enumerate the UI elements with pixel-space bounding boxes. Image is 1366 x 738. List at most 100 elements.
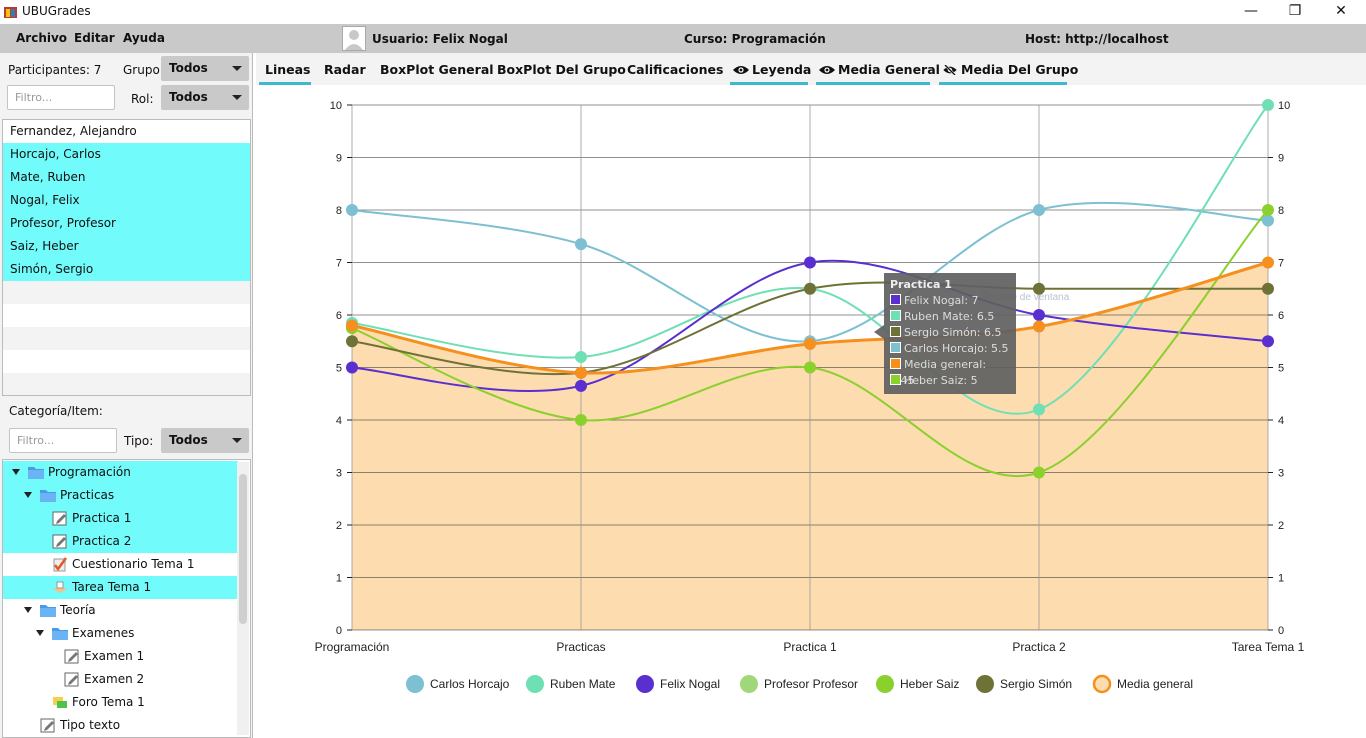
toggle-media-grupo-label: Media Del Grupo	[961, 62, 1079, 77]
tooltip-swatch	[890, 326, 901, 337]
tooltip-row: Ruben Mate: 6.5	[890, 309, 1010, 325]
expand-icon[interactable]	[12, 469, 20, 475]
chevron-down-icon	[232, 95, 242, 100]
tab-lineas[interactable]: Lineas	[265, 62, 311, 77]
legend-marker	[876, 675, 894, 693]
list-item[interactable]: Simón, Sergio	[3, 258, 250, 281]
y-tick-label-left: 3	[336, 468, 342, 480]
eye-off-icon	[943, 65, 957, 75]
scrollbar-thumb[interactable]	[239, 474, 247, 624]
list-item[interactable]: Mate, Ruben	[3, 166, 250, 189]
tooltip-row-label: Sergio Simón: 6.5	[904, 326, 1002, 339]
data-point	[804, 256, 816, 269]
tree-item-programacion[interactable]: Programación	[3, 461, 238, 484]
category-tree[interactable]: Programación Practicas Practica 1 Practi…	[2, 459, 251, 738]
y-tick-label-left: 2	[336, 520, 342, 532]
window-title: UBUGrades	[22, 4, 91, 18]
minimize-button[interactable]: —	[1244, 3, 1258, 19]
legend-label: Felix Nogal	[660, 677, 720, 691]
expand-icon[interactable]	[24, 492, 32, 498]
toggle-media-grupo[interactable]: Media Del Grupo	[942, 62, 1078, 77]
eye-icon	[819, 66, 835, 74]
assignment-icon	[52, 511, 67, 526]
tree-item-examen-2[interactable]: Examen 2	[3, 668, 238, 691]
list-item[interactable]: Fernandez, Alejandro	[10, 124, 137, 138]
assignment-icon	[64, 649, 79, 664]
tree-item-teoria[interactable]: Teoría	[3, 599, 238, 622]
folder-icon	[52, 628, 68, 640]
tree-item-label: Examen 1	[84, 649, 145, 663]
items-filter-input[interactable]: Filtro...	[9, 428, 117, 453]
toggle-media-general-underline	[816, 82, 930, 85]
empty-row	[3, 373, 250, 395]
y-tick-label-left: 10	[330, 100, 342, 112]
rol-select[interactable]: Todos	[161, 85, 249, 110]
toggle-leyenda[interactable]: Leyenda	[733, 62, 811, 77]
tab-calificaciones[interactable]: Calificaciones	[627, 62, 724, 77]
list-item[interactable]: Profesor, Profesor	[3, 212, 250, 235]
data-point	[1033, 320, 1045, 333]
avatar	[342, 26, 366, 51]
tree-item-foro[interactable]: Foro Tema 1	[3, 691, 238, 714]
grupo-select[interactable]: Todos	[161, 56, 249, 81]
tree-item-label: Tipo texto	[60, 718, 121, 732]
line-chart[interactable]: 0 0 1 1 2 2 3 3 4 4 5 5 6 6 7 7 8 8 9 9 10 10 Programación Prac…	[256, 85, 1366, 738]
grupo-label: Grupo:	[123, 63, 164, 77]
legend-label: Sergio Simón	[1000, 677, 1072, 691]
restore-button[interactable]: ❐	[1288, 3, 1302, 19]
y-tick-label-left: 6	[336, 310, 342, 322]
data-point	[1262, 282, 1274, 295]
list-item[interactable]: Saiz, Heber	[3, 235, 250, 258]
legend-marker	[406, 675, 424, 693]
menu-ayuda[interactable]: Ayuda	[123, 31, 165, 45]
participants-count: Participantes: 7	[8, 63, 102, 77]
x-tick-label: Practica 1	[783, 640, 837, 654]
empty-row	[3, 327, 250, 350]
close-button[interactable]: ✕	[1335, 3, 1347, 19]
data-point	[1262, 99, 1274, 111]
tree-item-practica-2[interactable]: Practica 2	[3, 530, 238, 553]
tipo-select[interactable]: Todos	[161, 428, 249, 453]
data-point	[1033, 309, 1045, 321]
grupo-select-value: Todos	[169, 61, 208, 75]
tree-item-tipo-texto[interactable]: Tipo texto	[3, 714, 238, 737]
folder-icon	[40, 605, 56, 617]
data-point	[346, 204, 358, 216]
tree-item-practica-1[interactable]: Practica 1	[3, 507, 238, 530]
expand-icon[interactable]	[36, 630, 44, 636]
tree-item-examenes[interactable]: Examenes	[3, 622, 238, 645]
y-tick-label-left: 8	[336, 205, 342, 217]
tree-item-tarea[interactable]: Tarea Tema 1	[3, 576, 238, 599]
tab-boxplot-grupo[interactable]: BoxPlot Del Grupo	[497, 62, 626, 77]
data-point	[346, 319, 358, 332]
tree-item-practicas[interactable]: Practicas	[3, 484, 238, 507]
task-icon	[53, 581, 67, 593]
participants-filter-input[interactable]: Filtro...	[7, 85, 115, 110]
tree-scrollbar[interactable]	[237, 462, 249, 735]
expand-icon[interactable]	[24, 607, 32, 613]
tooltip-swatch	[890, 358, 901, 369]
x-tick-label: Practica 2	[1012, 640, 1066, 654]
tooltip-row: Media general: 5.45	[890, 357, 1010, 387]
list-item[interactable]: Nogal, Felix	[3, 189, 250, 212]
list-item[interactable]: Horcajo, Carlos	[3, 143, 250, 166]
quiz-icon	[53, 557, 68, 572]
menu-archivo[interactable]: Archivo	[16, 31, 68, 45]
y-tick-label-right: 6	[1278, 310, 1284, 322]
y-tick-label-right: 9	[1278, 153, 1284, 165]
host-info: Host: http://localhost	[1025, 32, 1169, 46]
participants-list[interactable]: Fernandez, Alejandro Horcajo, Carlos Mat…	[2, 119, 251, 396]
menu-editar[interactable]: Editar	[74, 31, 115, 45]
tooltip-row: Carlos Horcajo: 5.5	[890, 341, 1010, 357]
empty-row	[3, 304, 250, 327]
tree-item-cuestionario[interactable]: Cuestionario Tema 1	[3, 553, 238, 576]
tree-item-examen-1[interactable]: Examen 1	[3, 645, 238, 668]
empty-row	[3, 281, 250, 304]
toggle-media-general[interactable]: Media General	[819, 62, 940, 77]
tree-item-label: Examenes	[72, 626, 135, 640]
tab-radar[interactable]: Radar	[324, 62, 366, 77]
legend-marker	[1092, 674, 1112, 694]
series-line	[351, 104, 1269, 415]
tab-boxplot-general[interactable]: BoxPlot General	[380, 62, 494, 77]
data-point	[1262, 204, 1274, 216]
